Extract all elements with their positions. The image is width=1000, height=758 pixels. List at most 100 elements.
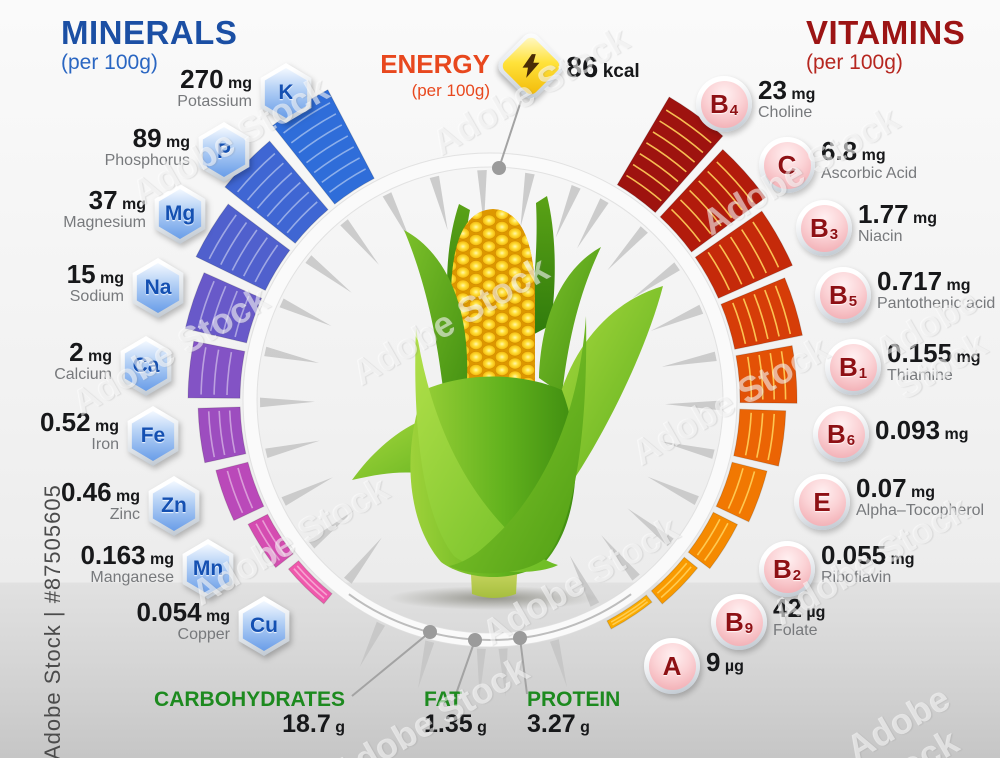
vitamin-row-text: 23 mg Choline: [758, 75, 816, 122]
gauge-segment-mineral-Cu: [287, 559, 333, 605]
gauge-segment-vitamin-C: [659, 148, 767, 253]
stock-watermark-id: Adobe Stock | #87505605: [40, 484, 65, 758]
nutrient-value: 0.155: [887, 338, 953, 368]
nutrient-name: Pantothenic acid: [877, 295, 996, 313]
vitamin-row-text: 0.155 mg Thiamine: [887, 338, 981, 385]
mineral-row-text: 270 mg Potassium: [177, 65, 252, 111]
nutrient-unit: µg: [720, 658, 744, 675]
nutrient-unit: mg: [111, 488, 140, 505]
nutrient-unit: mg: [857, 147, 886, 164]
macro-unit: g: [477, 719, 487, 737]
gauge-anchor-dot: [423, 625, 437, 639]
hexagon-shape: K: [260, 63, 312, 123]
hexagon-shape: Mg: [154, 184, 206, 244]
nutrient-value: 0.07: [856, 473, 907, 503]
mineral-symbol: Cu: [242, 601, 286, 651]
mineral-row-text: 0.163 mg Manganese: [80, 540, 174, 587]
nutrient-value: 42: [773, 593, 802, 623]
vitamin-row-text: 0.093 mg: [875, 415, 969, 445]
macro-label: FAT: [424, 688, 463, 711]
nutrient-name: Calcium: [54, 366, 112, 384]
gauge-segment-vitamin-B3: [694, 210, 794, 299]
mineral-badge-Ca: Ca: [119, 336, 173, 396]
vitamin-row-text: 6.8 mg Ascorbic Acid: [821, 137, 918, 183]
mineral-symbol: K: [264, 68, 308, 118]
nutrient-unit: mg: [95, 270, 124, 287]
macro-protein: PROTEIN 3.27 g: [527, 688, 620, 739]
nutrient-value: 15: [66, 259, 96, 289]
lightning-icon: [499, 34, 563, 98]
nutrient-name: Folate: [773, 622, 818, 640]
nutrient-unit: mg: [940, 426, 969, 443]
macro-value: 3.27: [527, 710, 576, 739]
macro-value: 18.7: [282, 710, 331, 739]
nutrient-unit: mg: [886, 551, 915, 568]
nutrient-value: 0.163: [80, 540, 146, 570]
mineral-row-text: 0.46 mg Zinc: [60, 477, 140, 524]
hexagon-shape: Zn: [148, 476, 200, 536]
corn-cob-illustration: [352, 196, 663, 610]
vitamins-panel-subtitle: (per 100g): [806, 51, 903, 74]
gauge-anchor-dot: [492, 161, 506, 175]
nutrient-unit: mg: [906, 484, 936, 501]
nutrient-value: 1.77: [858, 199, 909, 229]
mineral-symbol: Zn: [152, 481, 196, 531]
mineral-badge-Cu: Cu: [237, 596, 291, 656]
nutrient-unit: mg: [223, 75, 252, 92]
gauge-segment-mineral-Zn: [215, 461, 265, 522]
minerals-panel-title: MINERALS: [61, 14, 238, 51]
mineral-symbol: Mn: [186, 544, 230, 594]
nutrient-value: 23: [758, 75, 787, 105]
vitamin-row-text: 9 µg: [706, 648, 744, 676]
mineral-badge-Fe: Fe: [126, 406, 180, 466]
mineral-symbol: Na: [136, 263, 180, 313]
nutrient-value: 2: [69, 337, 84, 367]
nutrient-value: 0.054: [136, 597, 202, 627]
nutrient-unit: mg: [201, 608, 230, 625]
nutrient-name: Choline: [758, 104, 813, 122]
mineral-row-text: 15 mg Sodium: [66, 259, 124, 306]
vitamin-row-text: 1.77 mg Niacin: [858, 199, 938, 246]
gauge-segment-vitamin-B2: [687, 511, 739, 570]
gauge-segment-mineral-Fe: [197, 406, 247, 464]
nutrient-value: 0.46: [60, 477, 112, 507]
nutrient-unit: mg: [908, 210, 938, 227]
macro-fat: FAT 1.35 g: [424, 688, 487, 739]
gauge-segment-vitamin-B1: [735, 345, 798, 404]
nutrient-unit: mg: [117, 196, 146, 213]
gauge-segment-mineral-Mg: [195, 203, 291, 292]
nutrient-value: 89: [132, 123, 162, 153]
nutrient-name: Phosphorus: [104, 152, 190, 170]
mineral-row-text: 0.054 mg Copper: [136, 597, 230, 644]
macro-carbohydrates: CARBOHYDRATES 18.7 g: [154, 688, 345, 739]
gauge-segment-vitamin-B9: [650, 556, 699, 605]
nutrient-value: 0.717: [877, 266, 943, 296]
hexagon-shape: Ca: [120, 336, 172, 396]
mineral-badge-Zn: Zn: [147, 476, 201, 536]
energy-kcal-number: 86: [566, 52, 599, 84]
mineral-symbol: Mg: [158, 189, 202, 239]
nutrient-name: Ascorbic Acid: [821, 165, 918, 183]
vitamin-row-text: 42 µg Folate: [773, 593, 825, 640]
mineral-row-text: 37 mg Magnesium: [63, 186, 146, 232]
hexagon-shape: Cu: [238, 596, 290, 656]
vitamin-badge-A: A: [644, 638, 700, 694]
vitamin-row-text: 0.055 mg Riboflavin: [821, 541, 915, 587]
nutrient-unit: mg: [786, 86, 816, 103]
nutrient-name: Thiamine: [887, 367, 953, 385]
macro-label: PROTEIN: [527, 688, 621, 711]
mineral-row-text: 89 mg Phosphorus: [104, 123, 190, 170]
nutrient-value: 0.093: [875, 415, 941, 445]
nutrient-name: Alpha–Tocopherol: [856, 502, 985, 520]
gauge-segment-vitamin-B4: [616, 96, 724, 214]
nutrient-name: Niacin: [858, 228, 903, 246]
